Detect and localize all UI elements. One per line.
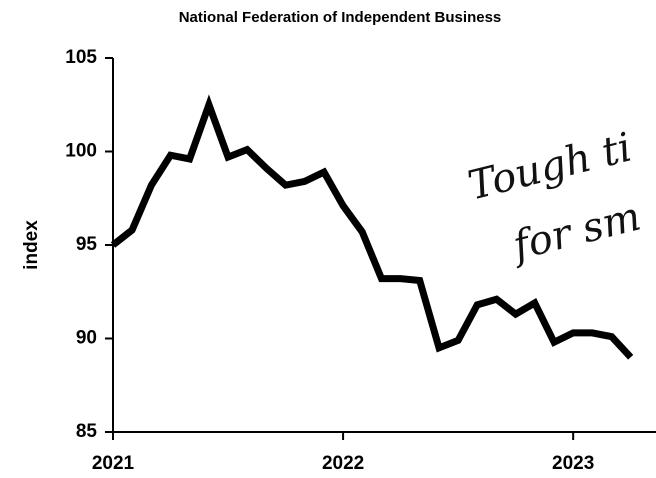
annotation: for sm [506, 194, 645, 271]
x-tick-label: 2021 [92, 453, 135, 474]
y-tick-label: 90 [76, 328, 97, 349]
y-tick-label: 105 [65, 47, 97, 68]
y-axis-label: index [21, 220, 42, 270]
y-tick-label: 100 [65, 141, 97, 162]
annotation: Tough ti [464, 125, 637, 210]
y-tick-label: 85 [76, 421, 98, 442]
chart-title: National Federation of Independent Busin… [179, 9, 502, 26]
x-tick-label: 2023 [552, 453, 594, 474]
line [110, 94, 634, 360]
y-tick-label: 95 [76, 234, 98, 255]
x-tick-label: 2022 [322, 453, 364, 474]
